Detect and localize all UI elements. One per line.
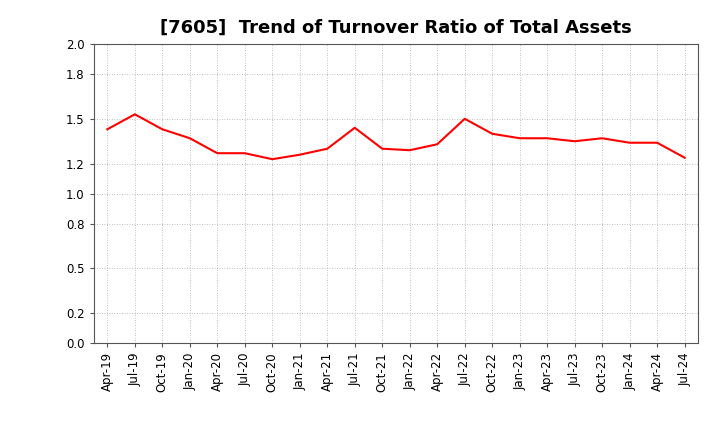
Title: [7605]  Trend of Turnover Ratio of Total Assets: [7605] Trend of Turnover Ratio of Total … <box>160 19 632 37</box>
